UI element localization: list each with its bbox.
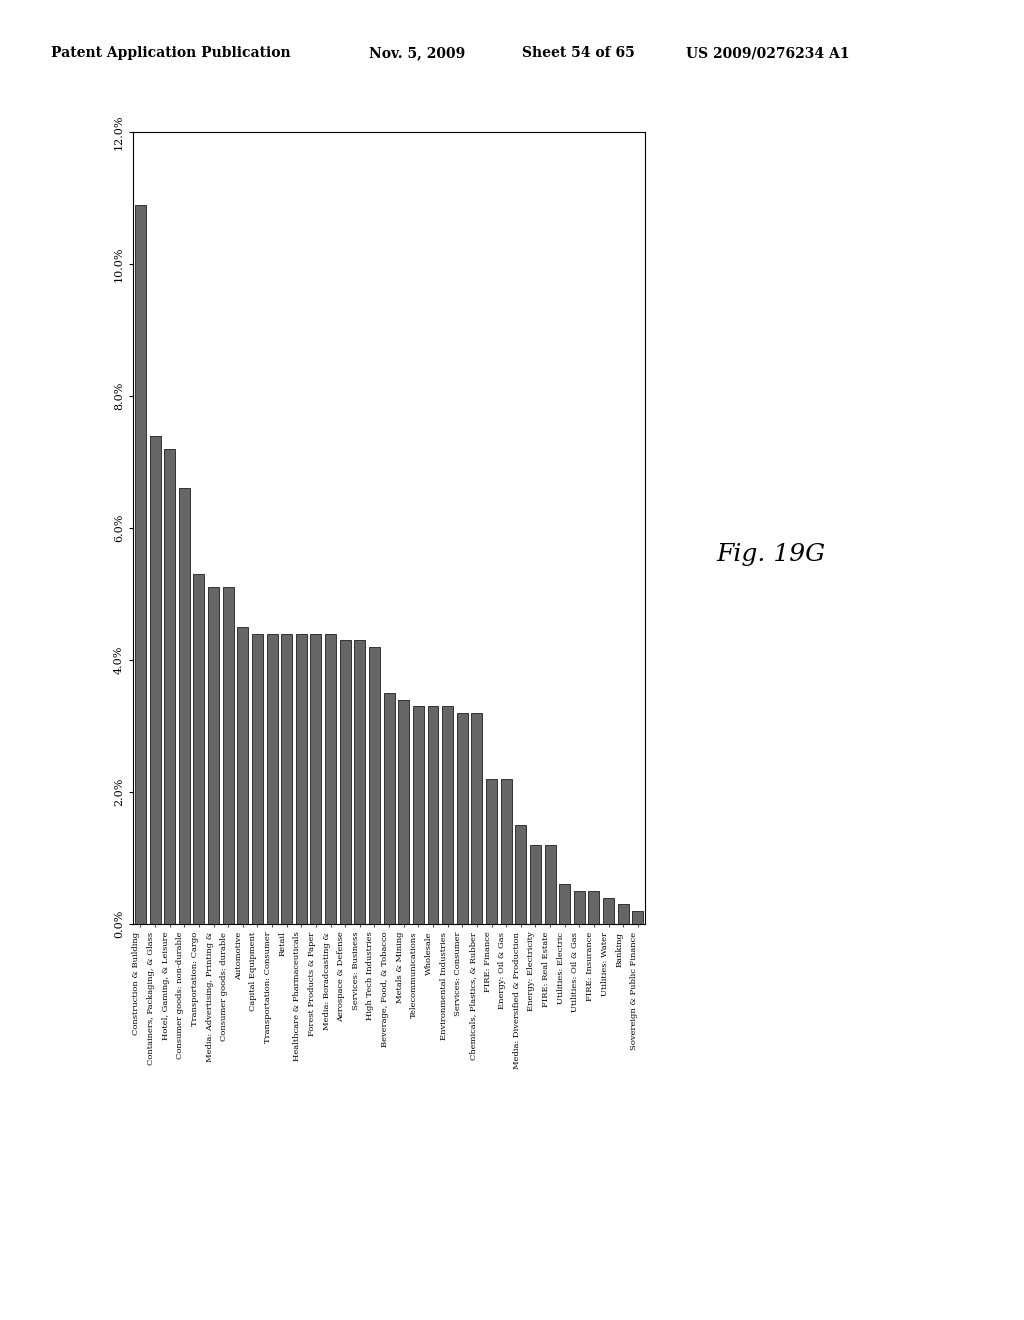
Bar — [310, 634, 322, 924]
Bar — [266, 634, 278, 924]
Bar — [252, 634, 263, 924]
Bar — [501, 779, 512, 924]
Text: Sheet 54 of 65: Sheet 54 of 65 — [522, 46, 635, 61]
Bar — [282, 634, 292, 924]
Bar — [413, 706, 424, 924]
Bar — [164, 449, 175, 924]
Bar — [428, 706, 438, 924]
Bar — [238, 627, 248, 924]
Text: Patent Application Publication: Patent Application Publication — [51, 46, 291, 61]
Bar — [369, 647, 380, 924]
Bar — [545, 845, 555, 924]
Bar — [603, 898, 614, 924]
Text: Fig. 19G: Fig. 19G — [717, 543, 826, 566]
Bar — [354, 640, 366, 924]
Bar — [135, 205, 145, 924]
Bar — [457, 713, 468, 924]
Bar — [384, 693, 394, 924]
Bar — [223, 587, 233, 924]
Bar — [442, 706, 454, 924]
Text: US 2009/0276234 A1: US 2009/0276234 A1 — [686, 46, 850, 61]
Bar — [398, 700, 410, 924]
Bar — [194, 574, 205, 924]
Bar — [179, 488, 189, 924]
Bar — [340, 640, 350, 924]
Bar — [559, 884, 570, 924]
Bar — [617, 904, 629, 924]
Text: Nov. 5, 2009: Nov. 5, 2009 — [369, 46, 465, 61]
Bar — [515, 825, 526, 924]
Bar — [530, 845, 541, 924]
Bar — [471, 713, 482, 924]
Bar — [296, 634, 307, 924]
Bar — [632, 911, 643, 924]
Bar — [150, 436, 161, 924]
Bar — [208, 587, 219, 924]
Bar — [589, 891, 599, 924]
Bar — [573, 891, 585, 924]
Bar — [326, 634, 336, 924]
Bar — [486, 779, 497, 924]
